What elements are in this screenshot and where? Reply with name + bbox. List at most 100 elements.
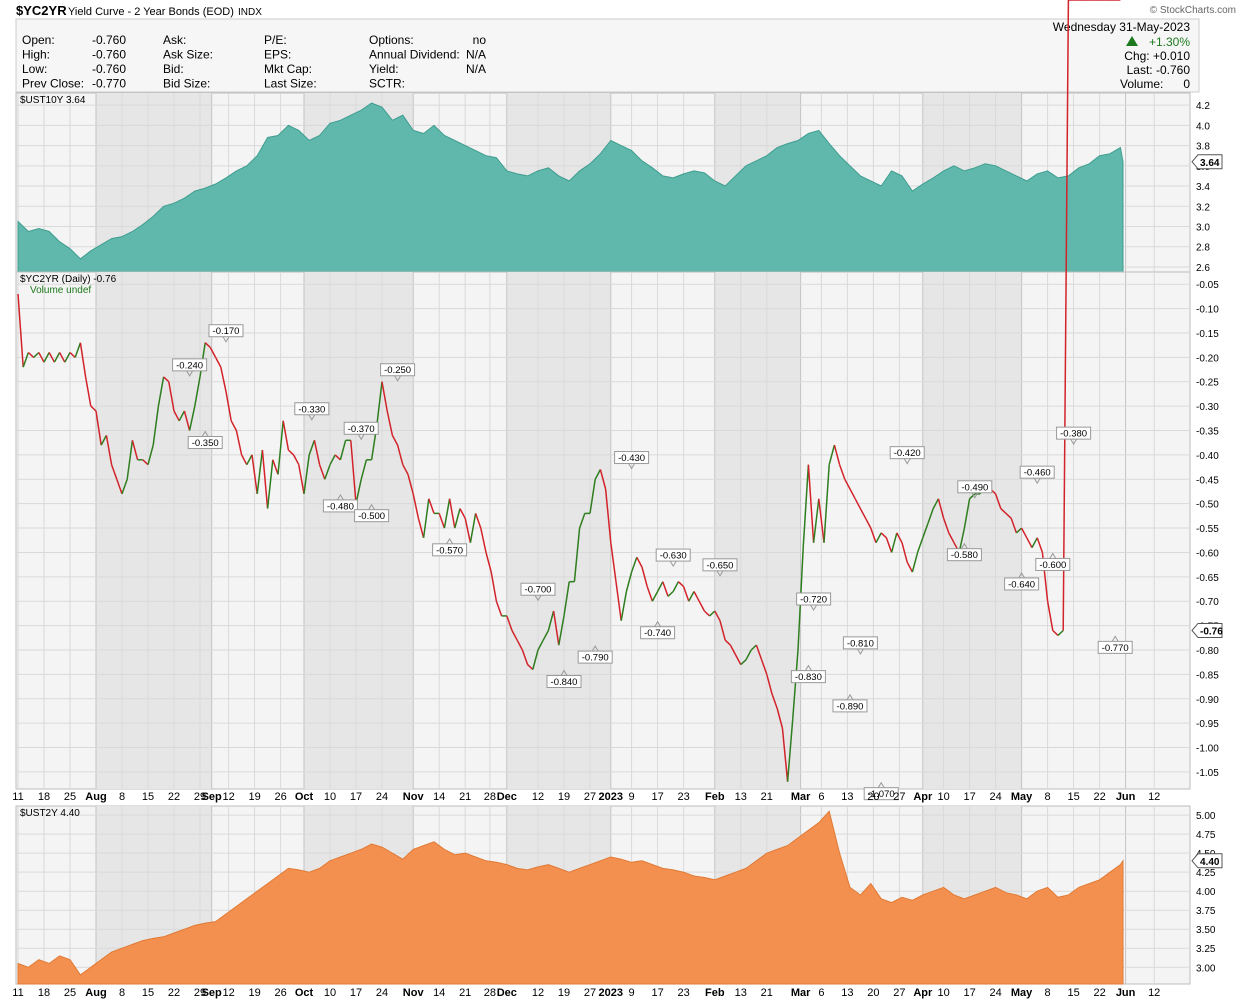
- series-line-segment: [251, 454, 258, 494]
- x-tick-label: 12: [532, 987, 544, 999]
- x-tick-label: 15: [142, 791, 154, 803]
- series-line-segment: [183, 410, 191, 431]
- last-value-label: 3.64: [1200, 158, 1220, 169]
- series-line-segment: [838, 464, 846, 480]
- x-tick-label: 10: [324, 791, 336, 803]
- y-tick-label: 3.75: [1196, 906, 1216, 917]
- callout-label: -0.770: [1102, 643, 1129, 654]
- series-line-segment: [1062, 0, 1070, 631]
- y-tick-label: 3.4: [1196, 182, 1210, 193]
- series-line-segment: [282, 420, 290, 451]
- series-line-segment: [152, 406, 160, 446]
- series-line-segment: [573, 528, 581, 582]
- callout-box: [842, 636, 878, 650]
- y-tick-label: 4.00: [1196, 887, 1216, 898]
- change-value: Chg: +0.010: [1124, 49, 1190, 63]
- series-line-segment: [163, 376, 170, 383]
- x-tick-label: 21: [459, 987, 471, 999]
- quote-label: Last Size:: [264, 77, 317, 91]
- callout-pointer: [1111, 635, 1119, 642]
- series-line-segment: [656, 581, 664, 592]
- series-line-segment: [625, 571, 633, 592]
- series-line-segment: [890, 532, 898, 553]
- series-line-segment: [225, 391, 232, 421]
- series-line-segment: [334, 454, 341, 461]
- series-line-segment: [204, 342, 211, 349]
- series-line-segment: [1036, 537, 1044, 553]
- x-tick-label: 8: [1045, 791, 1051, 803]
- callout-label: -0.430: [618, 453, 645, 464]
- series-line-segment: [454, 508, 461, 529]
- series-line-segment: [703, 610, 711, 617]
- series-line-segment: [511, 630, 518, 641]
- callout-label: -0.460: [1024, 468, 1051, 479]
- series-line-segment: [688, 591, 695, 602]
- x-tick-label: 15: [1067, 987, 1079, 999]
- series-line-segment: [246, 454, 253, 466]
- symbol-name: Yield Curve - 2 Year Bonds (EOD): [68, 6, 234, 18]
- series-line-segment: [682, 586, 690, 602]
- callout-pointer: [804, 664, 812, 671]
- y-tick-label: -0.25: [1196, 378, 1219, 389]
- series-line-segment: [521, 649, 529, 665]
- quote-label: Options:: [369, 33, 414, 47]
- y-tick-label: -0.55: [1196, 524, 1219, 535]
- callout-pointer: [628, 463, 636, 470]
- x-tick-label: 11: [12, 987, 23, 999]
- series-line-segment: [781, 727, 789, 782]
- symbol-title: $YC2YR: [16, 3, 67, 18]
- x-tick-label: 24: [376, 987, 388, 999]
- series-line-segment: [563, 581, 570, 617]
- series-line-segment: [885, 537, 893, 553]
- y-tick-label: 3.2: [1196, 202, 1210, 213]
- yc2yr-panel: -1.05-1.00-0.95-0.90-0.85-0.80-0.75-0.70…: [15, 0, 1223, 801]
- series-line-segment: [542, 630, 550, 641]
- series-line-segment: [506, 615, 513, 631]
- series-area: [17, 810, 1124, 985]
- callout-box: [957, 480, 993, 494]
- quote-label: Prev Close:: [22, 77, 84, 91]
- last-value-label: 4.40: [1200, 857, 1220, 868]
- quote-label: SCTR:: [369, 77, 405, 91]
- last-value-tag: [1191, 853, 1223, 869]
- series-line-segment: [927, 508, 934, 524]
- series-line-segment: [69, 351, 76, 358]
- last-value-label: -0.76: [1200, 626, 1223, 637]
- x-tick-label: 18: [38, 791, 50, 803]
- series-line-segment: [589, 479, 596, 514]
- watermark: © StockCharts.com: [1150, 5, 1236, 16]
- x-tick-label: 19: [558, 791, 570, 803]
- quote-label: High:: [22, 48, 50, 62]
- series-line-segment: [412, 493, 420, 519]
- series-line-segment: [188, 405, 196, 431]
- series-line-segment: [27, 351, 35, 358]
- series-line-segment: [516, 639, 524, 651]
- callout-label: -0.790: [582, 653, 609, 664]
- series-line-segment: [22, 352, 30, 368]
- series-line-segment: [1015, 527, 1023, 534]
- quote-label: Bid Size:: [163, 77, 210, 91]
- series-label: $UST10Y 3.64: [20, 95, 86, 106]
- series-line-segment: [459, 508, 466, 519]
- quote-label: Low:: [22, 62, 47, 76]
- series-line-segment: [214, 357, 222, 368]
- series-line-segment: [828, 444, 836, 465]
- series-line-segment: [84, 376, 92, 407]
- series-line-segment: [937, 498, 945, 519]
- series-line-segment: [1005, 512, 1012, 519]
- series-line-segment: [64, 352, 71, 363]
- callout-pointer: [669, 560, 677, 568]
- series-line-segment: [578, 513, 586, 529]
- series-line-segment: [677, 581, 685, 588]
- callout-box: [863, 787, 899, 801]
- series-line-segment: [610, 542, 617, 582]
- callout-label: -0.890: [837, 701, 864, 712]
- y-tick-label: 4.2: [1196, 101, 1210, 112]
- callout-label: -0.600: [1039, 560, 1066, 571]
- callout-pointer: [903, 458, 911, 465]
- series-line-segment: [818, 498, 825, 543]
- callout-box: [1097, 640, 1133, 654]
- callout-pointer: [1033, 477, 1041, 485]
- y-tick-label: -0.35: [1196, 427, 1219, 438]
